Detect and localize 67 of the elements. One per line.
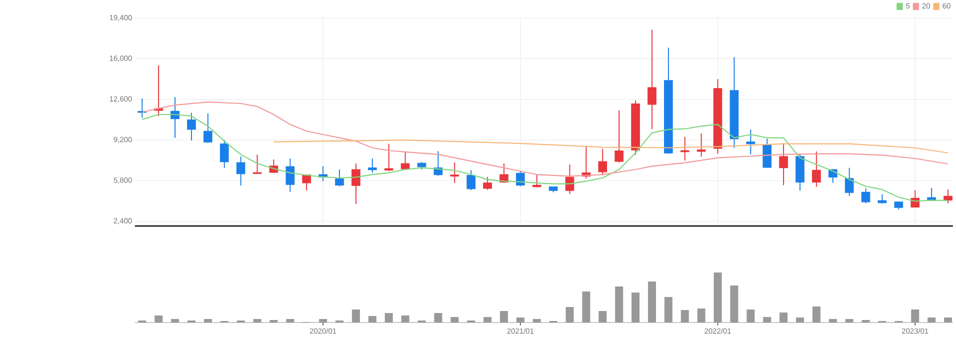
- bar: [516, 318, 524, 322]
- candlestick: [598, 148, 608, 176]
- candlestick: [648, 29, 656, 130]
- candlestick: [861, 188, 870, 204]
- bar: [450, 317, 459, 322]
- bar: [911, 310, 920, 322]
- bar: [401, 316, 410, 322]
- candlestick: [779, 142, 788, 186]
- candlestick: [614, 110, 624, 163]
- bar: [928, 318, 936, 322]
- bar: [566, 307, 574, 322]
- bar: [697, 308, 706, 322]
- candlestick: [762, 138, 772, 168]
- candlestick: [516, 170, 525, 187]
- candlestick: [220, 139, 229, 168]
- bar: [582, 292, 590, 322]
- candlestick: [187, 112, 196, 141]
- bar: [598, 311, 607, 322]
- bar: [714, 272, 722, 322]
- candlestick: [252, 154, 262, 174]
- bar: [154, 316, 163, 322]
- bar: [648, 282, 656, 322]
- bar: [828, 319, 837, 322]
- candlestick: [532, 174, 542, 188]
- bar: [368, 316, 376, 322]
- bar: [845, 319, 854, 322]
- candlestick: [154, 64, 163, 117]
- candlestick: [466, 170, 476, 191]
- candlestick: [352, 163, 360, 204]
- bar: [615, 286, 624, 322]
- bar: [286, 319, 294, 322]
- candlestick: [400, 151, 410, 170]
- candlestick: [910, 190, 920, 208]
- bar: [500, 311, 508, 322]
- bar: [730, 286, 738, 322]
- bar: [352, 310, 360, 322]
- line-series: [273, 140, 949, 154]
- bar: [780, 312, 788, 322]
- candlestick: [236, 156, 246, 186]
- candlestick: [335, 169, 344, 187]
- candlestick: [368, 158, 377, 174]
- bar: [532, 319, 541, 322]
- candlestick: [286, 158, 295, 192]
- bar: [384, 313, 393, 322]
- candlestick: [812, 150, 821, 188]
- bar: [204, 319, 212, 322]
- candlestick: [680, 136, 690, 162]
- bar: [171, 319, 180, 322]
- bar: [632, 292, 640, 322]
- bar: [664, 297, 672, 322]
- candlestick: [204, 112, 212, 144]
- bar: [680, 310, 689, 322]
- bar: [796, 318, 804, 322]
- bar: [253, 319, 262, 322]
- candlestick: [450, 162, 460, 184]
- candlestick: [844, 167, 854, 196]
- bar: [484, 317, 492, 322]
- bar: [812, 306, 820, 322]
- candlestick: [483, 176, 492, 190]
- candlestick: [696, 133, 706, 158]
- bar: [434, 313, 442, 322]
- bar: [763, 317, 772, 322]
- candlestick: [384, 143, 394, 172]
- bar: [944, 318, 952, 322]
- bar: [746, 310, 755, 322]
- bar: [319, 319, 328, 322]
- candlestick: [746, 128, 756, 155]
